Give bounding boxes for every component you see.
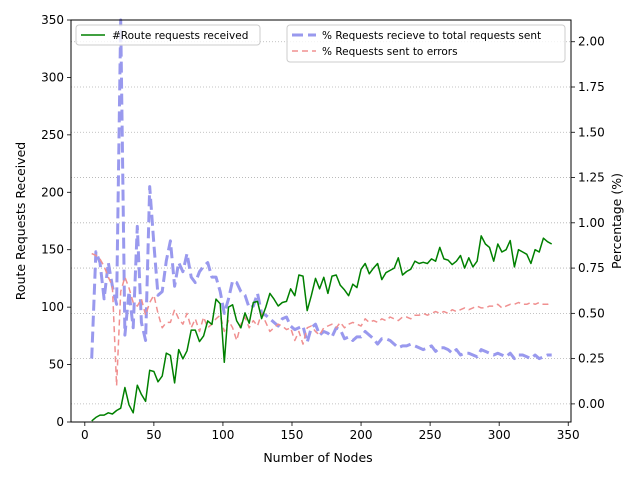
legend-right: % Requests recieve to total requests sen… bbox=[286, 24, 566, 63]
y-left-axis-ticks: 0 50 100 150 200 250 300 350 bbox=[41, 13, 71, 429]
y-right-tick-label: 1.50 bbox=[578, 125, 605, 139]
x-tick-label: 200 bbox=[350, 428, 373, 442]
y-left-tick-label: 250 bbox=[41, 128, 64, 142]
x-tick-label: 50 bbox=[146, 428, 161, 442]
y-left-tick-label: 200 bbox=[41, 185, 64, 199]
y-right-tick-label: 0.00 bbox=[578, 397, 605, 411]
x-axis-title: Number of Nodes bbox=[263, 450, 372, 465]
x-axis-ticks: 0 50 100 150 200 250 300 350 bbox=[81, 422, 580, 442]
x-tick-label: 350 bbox=[557, 428, 580, 442]
series-route-requests bbox=[91, 235, 553, 422]
legend-right-box bbox=[286, 24, 566, 63]
y-right-tick-label: 2.00 bbox=[578, 35, 605, 49]
y-right-tick-label: 1.00 bbox=[578, 216, 605, 230]
legend-left: #Route requests received bbox=[75, 24, 261, 46]
series-lines bbox=[90, 18, 553, 422]
plot-frame bbox=[70, 19, 572, 423]
legend-label-percent-received: % Requests recieve to total requests sen… bbox=[322, 30, 541, 42]
y-left-tick-label: 0 bbox=[56, 415, 64, 429]
x-tick-label: 150 bbox=[281, 428, 304, 442]
y-right-tick-label: 0.25 bbox=[578, 352, 605, 366]
y-right-axis-title: Percentage (%) bbox=[609, 173, 624, 269]
series-percent-errors bbox=[91, 252, 552, 387]
y-left-tick-label: 100 bbox=[41, 300, 64, 314]
y-right-tick-label: 0.75 bbox=[578, 261, 605, 275]
legend-label-percent-errors: % Requests sent to errors bbox=[322, 46, 458, 58]
series-percent-received bbox=[90, 18, 552, 361]
y-left-tick-label: 350 bbox=[41, 13, 64, 27]
x-tick-label: 250 bbox=[419, 428, 442, 442]
x-tick-label: 300 bbox=[488, 428, 511, 442]
y-left-axis-title: Route Requests Received bbox=[13, 142, 28, 300]
legend-label-route-requests: #Route requests received bbox=[112, 30, 248, 42]
y-right-tick-label: 0.50 bbox=[578, 306, 605, 320]
y-left-tick-label: 150 bbox=[41, 243, 64, 257]
legend-left-box bbox=[75, 24, 261, 46]
x-tick-label: 0 bbox=[81, 428, 89, 442]
y-right-tick-label: 1.25 bbox=[578, 171, 605, 185]
y-left-tick-label: 50 bbox=[49, 358, 64, 372]
x-tick-label: 100 bbox=[211, 428, 234, 442]
y-left-tick-label: 300 bbox=[41, 70, 64, 84]
y-right-axis-ticks: 0.00 0.25 0.50 0.75 1.00 1.25 1.50 1.75 2.00 bbox=[571, 35, 605, 411]
y-right-tick-label: 1.75 bbox=[578, 80, 605, 94]
